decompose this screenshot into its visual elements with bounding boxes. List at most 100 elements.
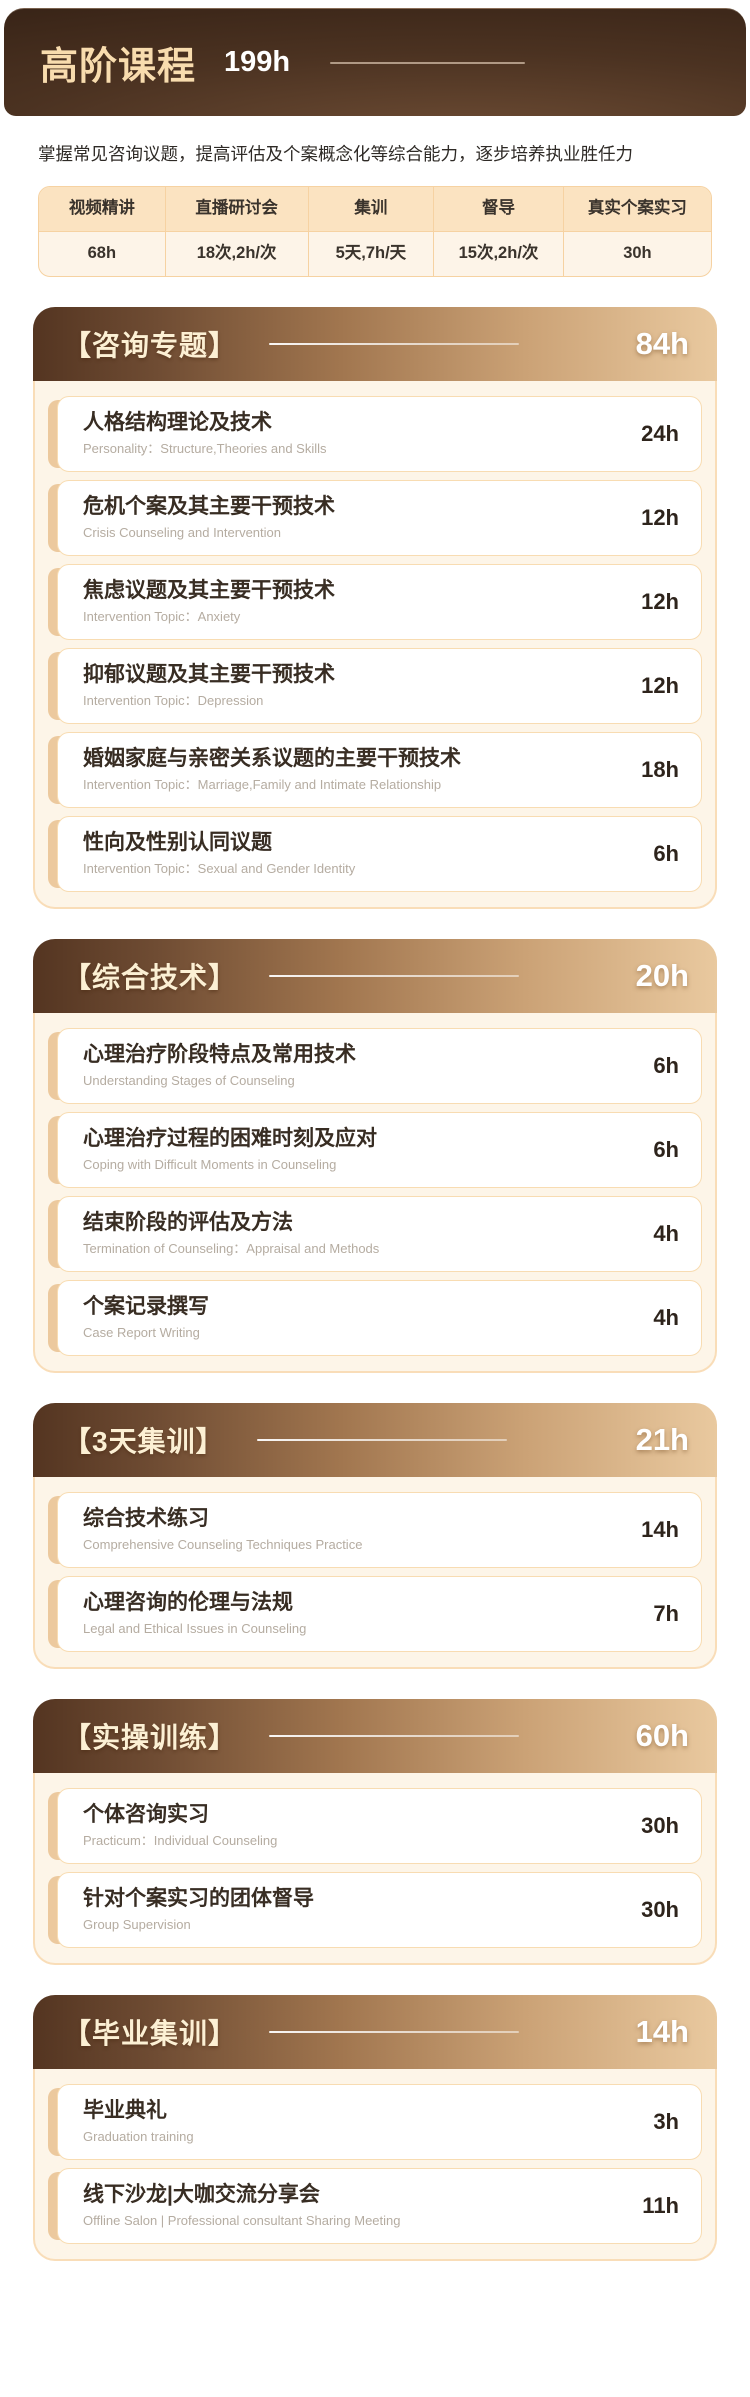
course-item: 心理咨询的伦理与法规 Legal and Ethical Issues in C… [48,1575,702,1652]
course-subtitle-en: Offline Salon | Professional consultant … [83,2212,401,2228]
course-hours: 18h [641,756,679,782]
course-title-zh: 针对个案实习的团体督导 [83,1887,314,1911]
table-header-cell: 视频精讲 [39,187,165,232]
course-subtitle-en: Comprehensive Counseling Techniques Prac… [83,1536,363,1552]
section-hours: 14h [635,2013,689,2049]
item-text: 线下沙龙|大咖交流分享会 Offline Salon | Professiona… [83,2182,624,2229]
course-item-card: 综合技术练习 Comprehensive Counseling Techniqu… [57,1491,702,1568]
course-subtitle-en: Case Report Writing [83,1324,200,1340]
course-hours: 30h [641,1896,679,1922]
section-practical-training: 【实操训练】 60h 个体咨询实习 Practicum：Individual C… [33,1698,717,1965]
course-subtitle-en: Understanding Stages of Counseling [83,1072,295,1088]
course-item: 抑郁议题及其主要干预技术 Intervention Topic：Depressi… [48,647,702,724]
section-divider-line [269,342,520,345]
course-hours: 7h [653,1600,679,1626]
course-subtitle-en: Graduation training [83,2128,194,2144]
course-item: 焦虑议题及其主要干预技术 Intervention Topic：Anxiety … [48,563,702,640]
course-hours: 4h [653,1220,679,1246]
section-3day-bootcamp: 【3天集训】 21h 综合技术练习 Comprehensive Counseli… [33,1402,717,1669]
course-item-card: 心理治疗阶段特点及常用技术 Understanding Stages of Co… [57,1027,702,1104]
course-title-zh: 心理治疗阶段特点及常用技术 [83,1043,356,1067]
item-text: 毕业典礼 Graduation training [83,2098,635,2145]
course-title-zh: 结束阶段的评估及方法 [83,1211,293,1235]
course-subtitle-en: Legal and Ethical Issues in Counseling [83,1620,307,1636]
course-item: 个体咨询实习 Practicum：Individual Counseling 3… [48,1787,702,1864]
course-subtitle-en: Coping with Difficult Moments in Counsel… [83,1156,337,1172]
course-item-card: 焦虑议题及其主要干预技术 Intervention Topic：Anxiety … [57,563,702,640]
course-hours: 6h [653,1136,679,1162]
course-subtitle-en: Intervention Topic：Sexual and Gender Ide… [83,860,356,876]
course-hours: 3h [653,2108,679,2134]
course-item: 毕业典礼 Graduation training 3h [48,2083,702,2160]
hero-divider-line [330,61,526,64]
item-text: 心理咨询的伦理与法规 Legal and Ethical Issues in C… [83,1590,635,1637]
course-item: 危机个案及其主要干预技术 Crisis Counseling and Inter… [48,479,702,556]
course-title-zh: 婚姻家庭与亲密关系议题的主要干预技术 [83,747,461,771]
course-item: 心理治疗过程的困难时刻及应对 Coping with Difficult Mom… [48,1111,702,1188]
section-title: 【实操训练】 [63,1721,238,1753]
table-value-cell: 18次,2h/次 [164,231,308,276]
course-item: 人格结构理论及技术 Personality：Structure,Theories… [48,395,702,472]
course-item-card: 婚姻家庭与亲密关系议题的主要干预技术 Intervention Topic：Ma… [57,731,702,808]
course-hours: 24h [641,420,679,446]
course-subtitle-en: Intervention Topic：Depression [83,692,264,708]
course-item-card: 个体咨询实习 Practicum：Individual Counseling 3… [57,1787,702,1864]
course-item-card: 心理咨询的伦理与法规 Legal and Ethical Issues in C… [57,1575,702,1652]
course-item: 心理治疗阶段特点及常用技术 Understanding Stages of Co… [48,1027,702,1104]
section-divider-line [269,2030,520,2033]
course-item-card: 毕业典礼 Graduation training 3h [57,2083,702,2160]
course-item-card: 性向及性别认同议题 Intervention Topic：Sexual and … [57,815,702,892]
item-text: 个案记录撰写 Case Report Writing [83,1294,635,1341]
course-item-card: 危机个案及其主要干预技术 Crisis Counseling and Inter… [57,479,702,556]
hero-banner: 高阶课程 199h [4,8,746,116]
course-subtitle-en: Intervention Topic：Marriage,Family and I… [83,776,442,792]
course-title-zh: 综合技术练习 [83,1507,209,1531]
course-item-card: 结束阶段的评估及方法 Termination of Counseling：App… [57,1195,702,1272]
item-text: 结束阶段的评估及方法 Termination of Counseling：App… [83,1210,635,1257]
course-title-zh: 性向及性别认同议题 [83,831,272,855]
course-title-zh: 个体咨询实习 [83,1803,209,1827]
course-hours: 30h [641,1812,679,1838]
item-text: 危机个案及其主要干预技术 Crisis Counseling and Inter… [83,494,623,541]
section-body: 人格结构理论及技术 Personality：Structure,Theories… [33,380,717,909]
course-subtitle-en: Personality：Structure,Theories and Skill… [83,440,327,456]
item-text: 综合技术练习 Comprehensive Counseling Techniqu… [83,1506,623,1553]
section-title: 【综合技术】 [63,961,238,993]
course-item-card: 人格结构理论及技术 Personality：Structure,Theories… [57,395,702,472]
course-hours: 6h [653,1052,679,1078]
section-header: 【综合技术】 20h [33,938,717,1013]
section-consulting-topics: 【咨询专题】 84h 人格结构理论及技术 Personality：Structu… [33,306,717,909]
course-item: 个案记录撰写 Case Report Writing 4h [48,1279,702,1356]
table-header-cell: 直播研讨会 [164,187,308,232]
course-item: 婚姻家庭与亲密关系议题的主要干预技术 Intervention Topic：Ma… [48,731,702,808]
section-header: 【3天集训】 21h [33,1402,717,1477]
table-value-cell: 68h [87,243,117,262]
course-item-card: 心理治疗过程的困难时刻及应对 Coping with Difficult Mom… [57,1111,702,1188]
section-divider-line [256,1438,507,1441]
section-hours: 60h [635,1717,689,1753]
item-text: 个体咨询实习 Practicum：Individual Counseling [83,1802,623,1849]
section-divider-line [269,1734,520,1737]
course-title-zh: 焦虑议题及其主要干预技术 [83,579,335,603]
course-item-card: 个案记录撰写 Case Report Writing 4h [57,1279,702,1356]
course-hours: 6h [653,840,679,866]
course-item-card: 针对个案实习的团体督导 Group Supervision 30h [57,1871,702,1948]
item-text: 婚姻家庭与亲密关系议题的主要干预技术 Intervention Topic：Ma… [83,746,623,793]
section-hours: 84h [635,325,689,361]
page-title: 高阶课程 [40,46,197,88]
course-subtitle-en: Termination of Counseling：Appraisal and … [83,1240,380,1256]
course-subtitle-en: Intervention Topic：Anxiety [83,608,241,624]
course-item: 线下沙龙|大咖交流分享会 Offline Salon | Professiona… [48,2167,702,2244]
course-subtitle-en: Practicum：Individual Counseling [83,1832,278,1848]
section-divider-line [269,974,520,977]
course-item-card: 抑郁议题及其主要干预技术 Intervention Topic：Depressi… [57,647,702,724]
section-title: 【毕业集训】 [63,2017,238,2049]
course-title-zh: 心理治疗过程的困难时刻及应对 [83,1127,377,1151]
section-body: 综合技术练习 Comprehensive Counseling Techniqu… [33,1476,717,1669]
section-hours: 21h [635,1421,689,1457]
total-hours: 199h [224,46,291,78]
course-hours: 12h [641,588,679,614]
course-subtitle-en: Crisis Counseling and Intervention [83,524,281,540]
course-title-zh: 线下沙龙|大咖交流分享会 [83,2183,320,2207]
course-hours: 14h [641,1516,679,1542]
